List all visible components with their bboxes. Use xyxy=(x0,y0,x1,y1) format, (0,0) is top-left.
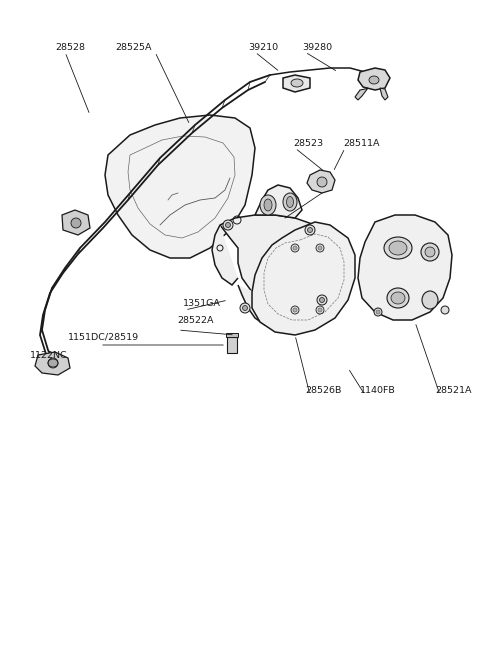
Circle shape xyxy=(242,306,248,311)
Text: 39280: 39280 xyxy=(302,43,332,52)
Polygon shape xyxy=(220,215,345,312)
Circle shape xyxy=(316,244,324,252)
Text: 28526B: 28526B xyxy=(305,386,341,395)
Circle shape xyxy=(71,218,81,228)
Ellipse shape xyxy=(389,241,407,255)
Ellipse shape xyxy=(422,291,438,309)
Polygon shape xyxy=(355,88,368,100)
Text: 1151DC/28519: 1151DC/28519 xyxy=(68,333,139,342)
Circle shape xyxy=(293,246,297,250)
Text: 28523: 28523 xyxy=(293,139,323,148)
Ellipse shape xyxy=(369,76,379,84)
Text: 28525A: 28525A xyxy=(115,43,152,52)
Text: 1140FB: 1140FB xyxy=(360,386,396,395)
Text: 28522A: 28522A xyxy=(177,316,214,325)
Polygon shape xyxy=(255,185,302,218)
Circle shape xyxy=(305,225,315,235)
Circle shape xyxy=(291,244,299,252)
Polygon shape xyxy=(283,75,310,92)
Circle shape xyxy=(374,308,382,316)
Circle shape xyxy=(320,298,324,302)
Polygon shape xyxy=(252,222,355,335)
Circle shape xyxy=(317,177,327,187)
Ellipse shape xyxy=(264,199,272,211)
Ellipse shape xyxy=(421,243,439,261)
Polygon shape xyxy=(35,352,70,375)
Ellipse shape xyxy=(287,196,293,208)
Circle shape xyxy=(376,310,380,314)
Polygon shape xyxy=(238,285,302,325)
Ellipse shape xyxy=(291,79,303,87)
Polygon shape xyxy=(105,115,255,258)
Ellipse shape xyxy=(283,193,297,211)
Text: 28511A: 28511A xyxy=(343,139,380,148)
Circle shape xyxy=(316,306,324,314)
Polygon shape xyxy=(358,68,390,90)
Text: 39210: 39210 xyxy=(248,43,278,52)
Circle shape xyxy=(441,306,449,314)
Circle shape xyxy=(291,306,299,314)
Circle shape xyxy=(308,227,312,233)
Text: 28528: 28528 xyxy=(55,43,85,52)
Text: 1122NC: 1122NC xyxy=(30,351,68,360)
Bar xyxy=(227,337,237,353)
Polygon shape xyxy=(62,210,90,235)
Circle shape xyxy=(240,303,250,313)
Circle shape xyxy=(317,295,327,305)
Ellipse shape xyxy=(391,292,405,304)
Ellipse shape xyxy=(260,195,276,215)
Bar xyxy=(226,333,238,337)
Circle shape xyxy=(293,308,297,312)
Text: 1351GA: 1351GA xyxy=(183,299,221,308)
Ellipse shape xyxy=(387,288,409,308)
Ellipse shape xyxy=(425,247,435,257)
Circle shape xyxy=(318,308,322,312)
Polygon shape xyxy=(212,225,238,285)
Ellipse shape xyxy=(384,237,412,259)
Circle shape xyxy=(226,223,230,227)
Circle shape xyxy=(48,358,58,368)
Circle shape xyxy=(318,246,322,250)
Polygon shape xyxy=(380,88,388,100)
Circle shape xyxy=(223,220,233,230)
Text: 28521A: 28521A xyxy=(435,386,471,395)
Polygon shape xyxy=(358,215,452,320)
Polygon shape xyxy=(307,170,335,193)
